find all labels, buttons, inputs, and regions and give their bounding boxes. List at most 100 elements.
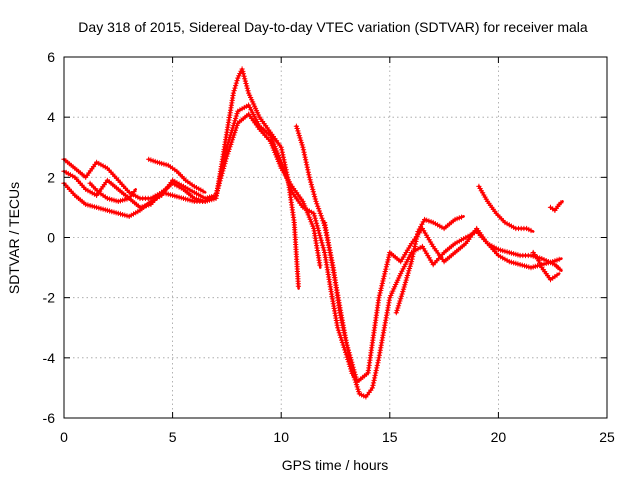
series-track-4 [87, 180, 137, 204]
data-point [311, 191, 317, 197]
data-point [218, 175, 224, 181]
data-point [252, 114, 258, 120]
data-point [228, 141, 234, 148]
data-point [275, 158, 282, 165]
data-point [314, 201, 320, 207]
data-point [378, 285, 384, 291]
data-point [373, 367, 379, 373]
data-point [308, 179, 314, 185]
data-point [414, 233, 420, 240]
data-point [320, 242, 326, 248]
data-point [458, 214, 465, 220]
data-point [218, 173, 225, 179]
data-point [214, 190, 220, 196]
data-point [404, 259, 410, 265]
data-point [351, 367, 357, 373]
data-point [313, 198, 319, 204]
data-point [233, 83, 239, 89]
data-point [234, 122, 240, 129]
x-tick-label: 20 [491, 429, 507, 445]
data-point [267, 132, 273, 138]
data-point [381, 273, 387, 279]
data-point [223, 156, 229, 162]
data-point [404, 275, 410, 281]
data-point [311, 213, 318, 219]
data-point [374, 362, 380, 368]
data-point [242, 78, 248, 84]
data-point [335, 327, 342, 333]
data-point [538, 262, 544, 268]
data-point [309, 184, 315, 190]
series-track-9 [476, 183, 535, 234]
data-point [310, 189, 316, 195]
y-tick-label: -2 [43, 290, 56, 306]
data-point [402, 282, 408, 288]
data-point [398, 293, 404, 299]
data-point [270, 145, 276, 151]
data-point [296, 130, 302, 136]
data-point [227, 144, 233, 150]
data-point [312, 215, 318, 221]
y-tick-label: -6 [43, 410, 56, 426]
data-point [226, 146, 232, 152]
data-point [249, 109, 255, 115]
data-point [384, 261, 390, 267]
data-point [305, 212, 311, 218]
data-point [401, 264, 407, 270]
data-point [222, 158, 229, 164]
series-line [295, 124, 563, 399]
data-point [234, 111, 240, 117]
data-point [301, 152, 308, 158]
data-point [335, 325, 341, 331]
x-tick-label: 5 [169, 429, 177, 445]
data-point [305, 167, 311, 173]
data-point [220, 165, 227, 172]
data-point [230, 90, 236, 96]
data-point [232, 85, 238, 91]
data-point [200, 188, 206, 194]
data-point [557, 266, 563, 272]
data-point [244, 85, 250, 91]
data-point [280, 152, 286, 158]
data-point [395, 305, 401, 311]
y-tick-label: 0 [47, 230, 55, 246]
data-point [231, 132, 237, 138]
data-point [229, 139, 235, 145]
data-point [310, 186, 316, 192]
data-point [558, 200, 564, 206]
data-point [316, 208, 322, 214]
data-point [400, 286, 407, 292]
data-point [308, 219, 314, 225]
data-point [345, 345, 351, 351]
data-point [395, 303, 402, 309]
data-point [410, 251, 416, 257]
data-point [406, 254, 412, 260]
y-tick-label: 4 [47, 109, 55, 125]
data-point [556, 256, 562, 262]
x-tick-label: 25 [599, 429, 615, 445]
data-point [394, 307, 400, 313]
data-point [408, 261, 414, 267]
data-point [317, 232, 323, 238]
data-point [349, 362, 356, 368]
data-point [241, 73, 247, 79]
data-point [233, 80, 239, 86]
data-point [382, 268, 388, 275]
data-point [303, 207, 310, 213]
data-point [349, 359, 355, 365]
plot-series [61, 66, 564, 400]
data-point [400, 289, 406, 295]
data-point [216, 180, 222, 186]
data-point [385, 257, 391, 263]
series-track-7 [322, 219, 563, 385]
data-point [221, 163, 227, 169]
y-axis-label: SDTVAR / TECUs [6, 182, 22, 294]
data-point [404, 272, 411, 279]
data-point [296, 133, 302, 139]
data-point [232, 130, 238, 136]
data-point [300, 144, 306, 150]
data-point [243, 80, 249, 87]
series-line [62, 103, 355, 378]
data-point [233, 115, 239, 121]
data-point [317, 262, 323, 268]
